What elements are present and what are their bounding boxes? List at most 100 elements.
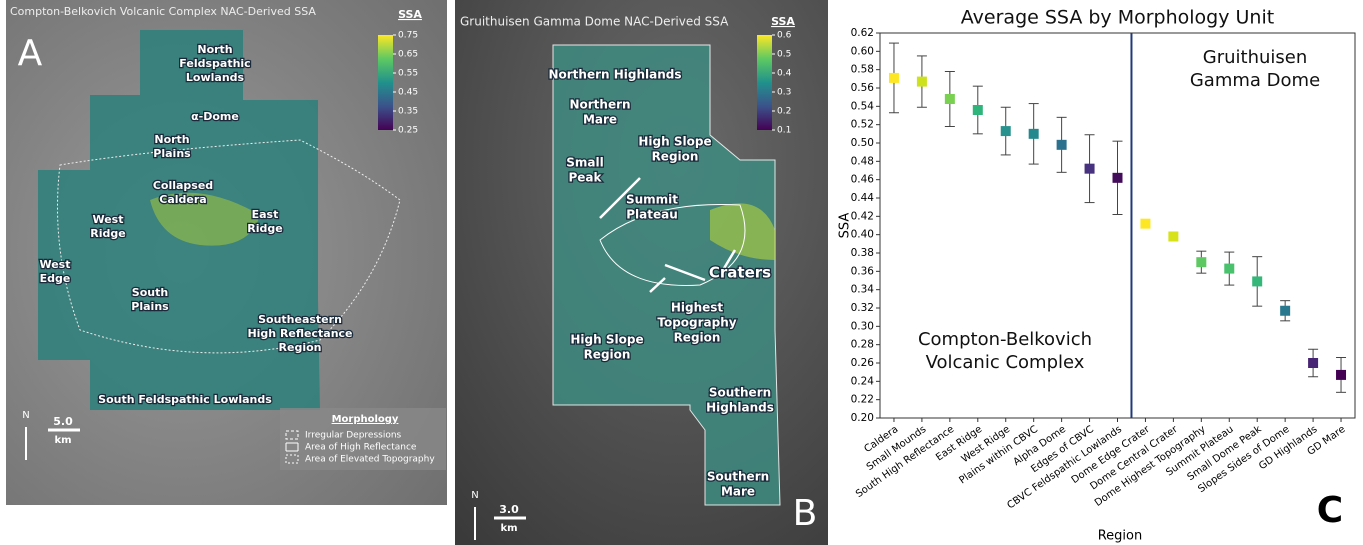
point (1085, 164, 1095, 174)
map-label: Caldera (159, 193, 206, 206)
map-label: High Reflectance (247, 327, 352, 340)
map-label: Lowlands (186, 71, 245, 84)
map-label: Southern (709, 386, 771, 400)
annotation: Compton-Belkovich (918, 329, 1092, 350)
point (1001, 126, 1011, 136)
colorbar-title: SSA (771, 15, 795, 28)
map-label: Northern (569, 98, 630, 112)
point (1224, 264, 1234, 274)
y-tick-label: 0.56 (851, 82, 875, 94)
colorbar-tick-label: 0.55 (398, 69, 418, 79)
map-label: Mare (583, 113, 617, 127)
map-label: Plateau (626, 208, 678, 222)
y-tick-label: 0.30 (851, 320, 874, 332)
map-label: East (252, 208, 279, 221)
map-label: Peak (568, 171, 602, 185)
annotation: Gamma Dome (1190, 70, 1320, 91)
y-tick-label: 0.42 (851, 210, 874, 222)
scale-value: 5.0 (53, 415, 73, 428)
colorbar-tick-label: 0.35 (398, 107, 418, 117)
north-label: N (22, 410, 29, 421)
y-tick-label: 0.52 (851, 119, 874, 131)
point (1280, 306, 1290, 316)
colorbar-title: SSA (398, 8, 422, 21)
map-label: High Slope (570, 333, 643, 347)
colorbar-tick-label: 0.4 (777, 69, 792, 79)
map-label: Southern (707, 470, 769, 484)
map-label: North (154, 133, 189, 146)
point (1029, 129, 1039, 139)
figure: Compton-Belkovich Volcanic Complex NAC-D… (0, 0, 1363, 545)
map-label: Small (566, 156, 603, 170)
map-label: Southeastern (258, 313, 342, 326)
map-label: Ridge (247, 222, 282, 235)
y-tick-label: 0.36 (851, 265, 875, 277)
y-tick-label: 0.44 (851, 192, 875, 204)
y-tick-label: 0.38 (851, 247, 874, 259)
map-label: North (197, 43, 232, 56)
colorbar-tick-label: 0.1 (777, 126, 791, 136)
map-label: Edge (40, 272, 71, 285)
y-tick-label: 0.54 (851, 100, 875, 112)
map-label: South (132, 286, 168, 299)
point (1252, 276, 1262, 286)
north-label: N (471, 490, 478, 501)
map-label: Highlands (706, 401, 774, 415)
map-label: Plains (153, 147, 191, 160)
point (945, 94, 955, 104)
map-label: Feldspathic (179, 57, 250, 70)
chart-title: Average SSA by Morphology Unit (961, 7, 1274, 29)
y-tick-label: 0.26 (851, 357, 875, 369)
colorbar-tick-label: 0.25 (398, 126, 418, 136)
map-label: Highest (671, 301, 724, 315)
map-label: Region (652, 150, 699, 164)
legend-title: Morphology (332, 414, 399, 425)
map-label: Region (584, 348, 631, 362)
map-label: α-Dome (191, 110, 239, 123)
map-title: Gruithuisen Gamma Dome NAC-Derived SSA (460, 15, 729, 29)
colorbar-tick-label: 0.6 (777, 31, 792, 41)
point (1308, 358, 1318, 368)
y-tick-label: 0.22 (851, 394, 874, 406)
annotation: Volcanic Complex (926, 352, 1085, 373)
y-tick-label: 0.58 (851, 64, 874, 76)
colorbar-tick-label: 0.75 (398, 31, 418, 41)
point (917, 77, 927, 87)
colorbar (757, 35, 772, 130)
point (1140, 219, 1150, 229)
map-label: West (39, 258, 70, 271)
point (973, 105, 983, 115)
colorbar (378, 35, 393, 130)
x-axis-label: Region (1098, 529, 1143, 544)
panel-letter: B (793, 493, 818, 534)
y-tick-label: 0.48 (851, 155, 874, 167)
y-tick-label: 0.62 (851, 27, 874, 39)
y-tick-label: 0.32 (851, 302, 874, 314)
point (1168, 232, 1178, 242)
map-label: Craters (709, 264, 771, 282)
map-label: Summit (626, 193, 678, 207)
y-tick-label: 0.40 (851, 229, 874, 241)
scale-value: 3.0 (499, 503, 519, 516)
annotation: Gruithuisen (1203, 47, 1308, 68)
legend-label: Area of High Reflectance (305, 443, 417, 453)
point (1196, 257, 1206, 267)
map-label: High Slope (638, 135, 711, 149)
point (1057, 140, 1067, 150)
legend-label: Area of Elevated Topography (305, 455, 435, 465)
colorbar-tick-label: 0.5 (777, 50, 791, 60)
y-tick-label: 0.50 (851, 137, 874, 149)
panel-letter: C (1317, 490, 1343, 531)
colorbar-tick-label: 0.65 (398, 50, 418, 60)
map-label: South Feldspathic Lowlands (98, 393, 272, 406)
map-label: Ridge (90, 227, 125, 240)
panel-letter: A (18, 33, 43, 74)
scale-unit: km (54, 435, 71, 446)
map-title: Compton-Belkovich Volcanic Complex NAC-D… (10, 5, 316, 18)
y-tick-label: 0.34 (851, 284, 875, 296)
map-label: Mare (721, 485, 755, 499)
map-label: Northern Highlands (548, 68, 681, 82)
point (1336, 370, 1346, 380)
colorbar-tick-label: 0.2 (777, 107, 791, 117)
colorbar-tick-label: 0.45 (398, 88, 418, 98)
